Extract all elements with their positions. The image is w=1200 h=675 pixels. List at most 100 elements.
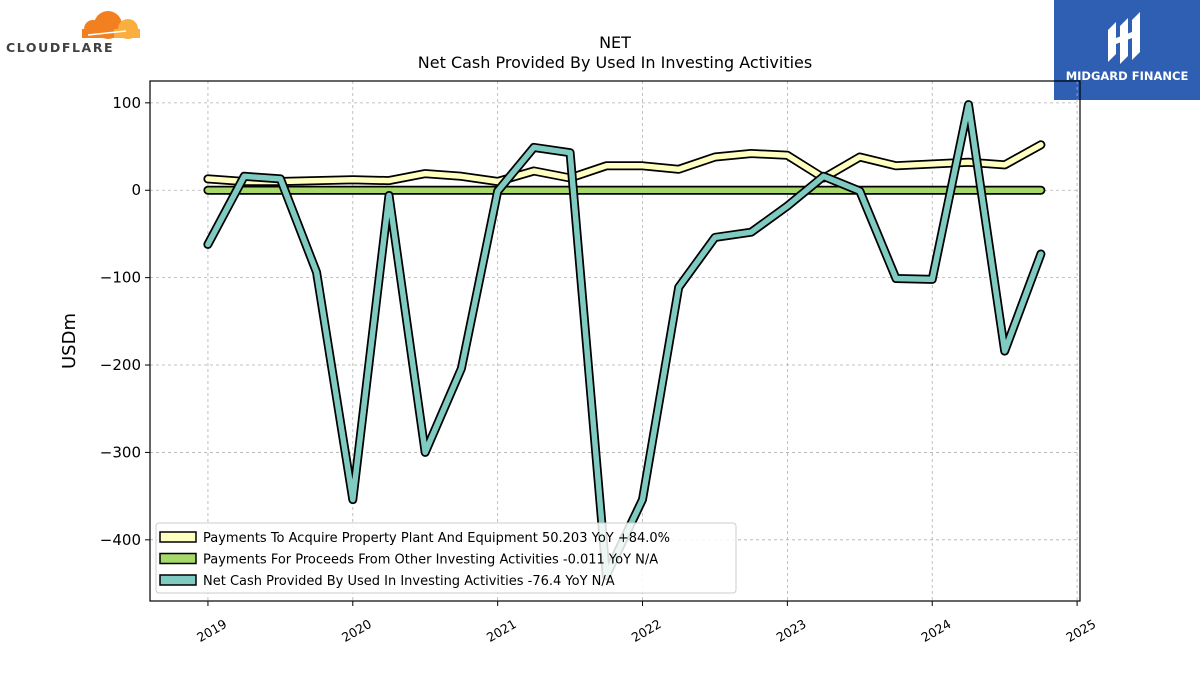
- cloudflare-cloud-icon: [82, 11, 140, 39]
- data-point: [387, 179, 391, 183]
- midgard-mark-icon: [1108, 12, 1140, 64]
- data-point: [1039, 143, 1043, 147]
- legend-box: [155, 522, 737, 594]
- data-point: [785, 153, 789, 157]
- data-point: [894, 277, 898, 280]
- data-point: [532, 188, 536, 192]
- data-point: [967, 103, 970, 107]
- data-point: [206, 242, 210, 246]
- data-point: [315, 179, 319, 183]
- data-point: [713, 188, 717, 192]
- data-point: [423, 450, 427, 454]
- data-point: [242, 188, 246, 192]
- data-point: [387, 188, 391, 192]
- data-point: [532, 145, 536, 149]
- series-line-1: [203, 140, 1046, 186]
- data-point: [930, 188, 934, 192]
- series-line-3: [203, 100, 1046, 581]
- data-point: [967, 160, 970, 164]
- x-tick-label: 2024: [918, 616, 953, 645]
- chart-title: NET: [599, 33, 631, 52]
- legend-swatch: [159, 574, 197, 586]
- cloudflare-logo: CLOUDFLARE: [4, 4, 146, 55]
- data-point: [206, 177, 210, 181]
- data-point: [894, 188, 898, 192]
- data-point: [822, 174, 826, 178]
- data-point: [1039, 188, 1043, 192]
- legend: Payments To Acquire Property Plant And E…: [155, 522, 737, 594]
- legend-swatch: [159, 552, 197, 565]
- data-point: [677, 188, 681, 192]
- series-lines: [203, 100, 1046, 581]
- data-point: [1003, 349, 1007, 353]
- data-point: [423, 188, 427, 192]
- data-point: [423, 172, 427, 176]
- data-point: [641, 188, 644, 192]
- data-point: [1003, 163, 1007, 167]
- legend-entry: Net Cash Provided By Used In Investing A…: [203, 574, 615, 589]
- data-point: [858, 155, 862, 159]
- cloudflare-wordmark: CLOUDFLARE: [6, 40, 115, 55]
- data-point: [785, 204, 789, 208]
- data-point: [351, 498, 355, 502]
- chart-subtitle: Net Cash Provided By Used In Investing A…: [418, 53, 812, 72]
- data-point: [315, 188, 319, 192]
- series-line-outline: [203, 100, 1046, 581]
- data-point: [713, 235, 717, 239]
- y-axis-ticks: 100 0 −100 −200 −300 −400: [100, 94, 150, 549]
- y-tick-label: 100: [112, 94, 141, 112]
- data-point: [242, 174, 246, 178]
- x-tick-label: 2025: [1063, 616, 1098, 645]
- data-point: [749, 230, 753, 234]
- data-point: [930, 162, 934, 166]
- plot-area: [149, 80, 1081, 602]
- data-point: [459, 367, 463, 370]
- legend-swatch: [159, 531, 197, 543]
- data-point: [1003, 188, 1007, 192]
- series-line-stroke: [205, 101, 1044, 579]
- data-point: [641, 164, 644, 168]
- x-tick-label: 2021: [484, 616, 519, 645]
- series-line-stroke: [205, 142, 1044, 185]
- data-point: [749, 188, 753, 192]
- y-tick-label: 0: [131, 181, 141, 199]
- data-point: [858, 189, 862, 193]
- data-point: [459, 188, 463, 192]
- x-axis-ticks: 2019 2020 2021 2022 2023 2024 2025: [194, 601, 1098, 645]
- data-point: [206, 188, 210, 192]
- data-point: [351, 188, 355, 192]
- midgard-wordmark: MIDGARD FINANCE: [1065, 69, 1189, 83]
- data-point: [641, 498, 644, 502]
- data-point: [894, 164, 898, 168]
- data-point: [315, 270, 319, 274]
- series-line-2: [203, 185, 1046, 195]
- data-point: [604, 188, 608, 192]
- data-point: [785, 188, 789, 192]
- y-axis-label: USDm: [59, 313, 80, 369]
- data-point: [568, 151, 572, 155]
- y-tick-label: −400: [100, 531, 141, 549]
- data-point: [967, 188, 970, 192]
- data-point: [278, 177, 282, 181]
- x-tick-label: 2019: [194, 616, 229, 645]
- legend-entry: Payments To Acquire Property Plant And E…: [203, 531, 670, 546]
- data-point: [351, 178, 355, 182]
- data-point: [532, 169, 536, 173]
- data-point: [749, 152, 753, 155]
- y-tick-label: −100: [100, 269, 141, 287]
- x-tick-label: 2023: [774, 616, 809, 645]
- x-tick-label: 2020: [339, 616, 374, 645]
- data-point: [387, 194, 391, 197]
- data-point: [822, 188, 826, 192]
- data-point: [496, 189, 500, 193]
- midgard-finance-logo: MIDGARD FINANCE: [1054, 0, 1200, 100]
- data-point: [677, 167, 681, 171]
- data-point: [459, 174, 463, 178]
- data-point: [677, 285, 681, 289]
- legend-entry: Payments For Proceeds From Other Investi…: [203, 553, 658, 568]
- data-point: [930, 277, 934, 281]
- data-point: [604, 164, 608, 168]
- data-point: [1039, 252, 1043, 256]
- x-tick-label: 2022: [629, 616, 664, 645]
